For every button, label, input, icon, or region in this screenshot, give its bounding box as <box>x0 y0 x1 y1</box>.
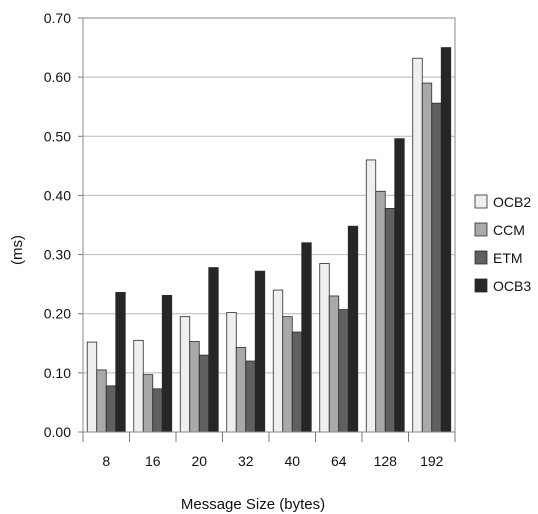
bar-ocb3-8 <box>115 292 126 433</box>
bar-etm-32 <box>245 360 256 433</box>
legend-label-etm: ETM <box>493 250 523 266</box>
legend-swatch-ocb2 <box>474 194 488 209</box>
bars <box>86 47 452 433</box>
legend-label-ocb3: OCB3 <box>493 278 531 294</box>
x-tick-label: 32 <box>238 453 254 469</box>
y-tick-label: 0.40 <box>44 187 71 203</box>
bar-ocb2-64 <box>319 263 330 433</box>
bar-ccm-64 <box>328 295 340 433</box>
bar-etm-16 <box>152 388 163 433</box>
y-tick-labels: 0.00 0.10 0.20 0.30 0.40 0.50 0.60 0.70 <box>44 10 71 440</box>
bar-ccm-40 <box>282 316 293 433</box>
bar-ccm-8 <box>96 369 107 433</box>
bar-etm-20 <box>198 354 210 433</box>
bar-ccm-20 <box>189 341 200 433</box>
bar-ocb3-192 <box>440 47 452 433</box>
bar-etm-128 <box>384 208 396 433</box>
x-axis-title: Message Size (bytes) <box>181 496 325 513</box>
bar-ccm-128 <box>375 190 386 433</box>
bar-ccm-192 <box>421 82 433 433</box>
y-tick-label: 0.70 <box>44 10 71 26</box>
y-tick-label: 0.30 <box>44 247 71 263</box>
x-tick-label: 64 <box>331 453 347 469</box>
bar-ocb3-16 <box>161 294 173 433</box>
x-tick-label: 128 <box>374 453 398 469</box>
x-tick-label: 192 <box>420 453 444 469</box>
y-tick-label: 0.60 <box>44 69 71 85</box>
bar-ocb2-32 <box>226 312 237 433</box>
legend-label-ocb2: OCB2 <box>493 194 531 210</box>
y-tick-label: 0.00 <box>44 424 71 440</box>
bar-ocb2-128 <box>365 159 377 433</box>
x-tick-label: 20 <box>191 453 207 469</box>
bar-ocb3-64 <box>347 225 359 433</box>
y-axis-title: (ms) <box>9 235 26 265</box>
bar-ccm-32 <box>235 347 247 433</box>
legend-swatch-ccm <box>474 222 488 237</box>
bar-ocb3-32 <box>254 270 266 433</box>
bar-ocb2-8 <box>86 341 98 433</box>
y-tick-label: 0.20 <box>44 306 71 322</box>
legend: OCB2 CCM ETM OCB3 <box>474 194 531 294</box>
x-tick-label: 16 <box>145 453 161 469</box>
gridlines <box>83 17 455 433</box>
bar-ocb3-20 <box>208 267 219 433</box>
bar-etm-8 <box>105 385 117 433</box>
legend-label-ccm: CCM <box>493 222 525 238</box>
x-tick-labels: 8 16 20 32 40 64 128 192 <box>102 453 443 469</box>
y-tick-label: 0.50 <box>44 128 71 144</box>
bar-etm-40 <box>291 331 303 433</box>
x-tick-label: 40 <box>284 453 300 469</box>
bar-etm-64 <box>338 309 349 433</box>
bar-etm-192 <box>431 102 442 433</box>
bar-ocb2-20 <box>179 316 191 433</box>
bar-ccm-16 <box>142 374 154 433</box>
y-tick-label: 0.10 <box>44 365 71 381</box>
bar-ocb3-128 <box>394 138 405 433</box>
bar-ocb2-40 <box>272 289 284 433</box>
axes <box>78 17 456 442</box>
bar-ocb2-16 <box>133 339 144 433</box>
bar-ocb3-40 <box>301 242 312 433</box>
legend-swatch-ocb3 <box>474 278 488 293</box>
bar-ocb2-192 <box>412 57 423 433</box>
x-tick-label: 8 <box>102 453 110 469</box>
legend-swatch-etm <box>474 250 488 265</box>
